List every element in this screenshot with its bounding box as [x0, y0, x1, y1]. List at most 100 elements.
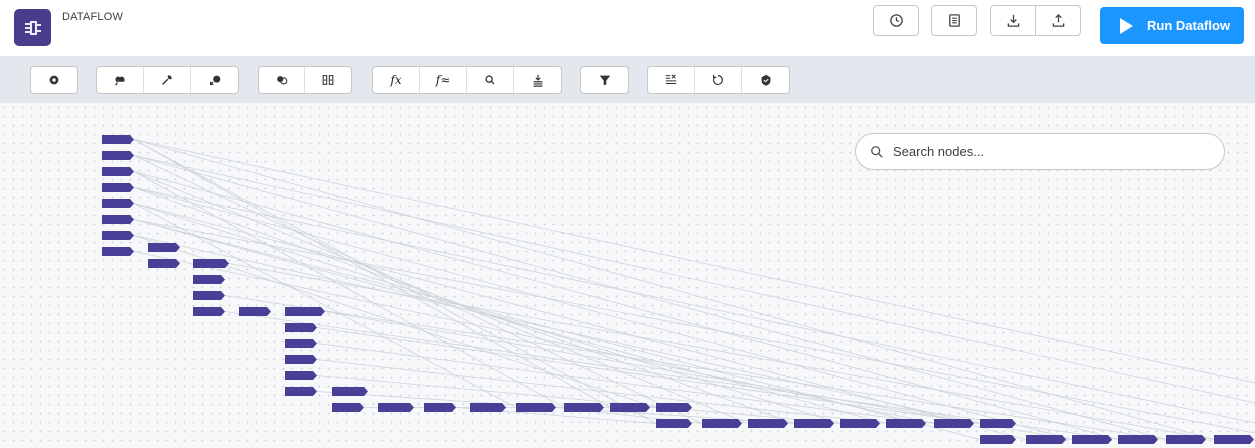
dataflow-node[interactable] [193, 259, 229, 268]
edge-line [133, 171, 565, 408]
dataflow-node[interactable] [840, 419, 880, 428]
dataflow-node[interactable] [748, 419, 788, 428]
dataflow-node[interactable] [610, 403, 650, 412]
search-icon [871, 145, 883, 158]
history-icon [889, 14, 903, 27]
edge-line [133, 203, 841, 424]
dataflow-node[interactable] [1026, 435, 1066, 444]
dataflow-node[interactable] [102, 167, 134, 176]
dataflow-node[interactable] [656, 419, 692, 428]
append-icon [276, 76, 287, 85]
dataflow-node[interactable] [980, 419, 1016, 428]
dataflow-node[interactable] [424, 403, 456, 412]
notes-button[interactable] [931, 5, 977, 36]
dataflow-node[interactable] [193, 275, 225, 284]
toolbar-group-2 [96, 66, 239, 94]
cloud-digest-icon [115, 76, 125, 86]
append-button[interactable] [259, 67, 305, 93]
sfdc-digest-button[interactable] [97, 67, 144, 93]
flatten-button[interactable] [514, 67, 561, 93]
dataflow-node[interactable] [285, 323, 317, 332]
edge-line [133, 155, 1255, 404]
run-dataflow-label: Run Dataflow [1147, 18, 1231, 33]
edge-line [224, 311, 1119, 440]
upload-icon [1052, 13, 1064, 27]
dataflow-node[interactable] [102, 247, 134, 256]
dataflow-node[interactable] [1214, 435, 1254, 444]
edge-line [133, 203, 1027, 440]
magnify-icon [485, 75, 495, 85]
search-nodes-input[interactable] [893, 144, 1193, 159]
digest-button[interactable] [144, 67, 191, 93]
app-title: DATAFLOW [62, 11, 124, 23]
dataflow-node[interactable] [285, 307, 325, 316]
dataflow-node[interactable] [102, 183, 134, 192]
dataflow-node[interactable] [193, 291, 225, 300]
toolbar-group-4: fx f≈ [372, 66, 562, 94]
register-button[interactable] [742, 67, 789, 93]
dataflow-node[interactable] [702, 419, 742, 428]
dataflow-node[interactable] [470, 403, 506, 412]
notes-icon [948, 14, 960, 27]
edge-line [133, 139, 1215, 440]
dataflow-node[interactable] [516, 403, 556, 412]
dataflow-node[interactable] [1166, 435, 1206, 444]
compute-expression-button[interactable]: fx [373, 67, 420, 93]
dataflow-node[interactable] [102, 215, 134, 224]
update-button[interactable] [695, 67, 742, 93]
dataflow-node[interactable] [378, 403, 414, 412]
dataflow-node[interactable] [285, 387, 317, 396]
dataflow-node[interactable] [332, 387, 368, 396]
dataflow-node[interactable] [148, 259, 180, 268]
dataflow-node[interactable] [1072, 435, 1112, 444]
dataflow-node[interactable] [148, 243, 180, 252]
dataflow-node[interactable] [886, 419, 926, 428]
dataflow-node[interactable] [980, 435, 1016, 444]
filter-icon [599, 75, 610, 86]
run-dataflow-button[interactable]: Run Dataflow [1100, 7, 1244, 44]
dataflow-node[interactable] [193, 307, 225, 316]
dataflow-node[interactable] [102, 199, 134, 208]
slice-dataset-button[interactable] [648, 67, 695, 93]
edge-line [133, 219, 887, 424]
compute-relative-button[interactable]: f≈ [420, 67, 467, 93]
edge-line [316, 375, 841, 424]
dataflow-node[interactable] [794, 419, 834, 428]
gear-icon [49, 75, 59, 85]
upload-button[interactable] [1035, 5, 1081, 36]
digest-icon [162, 75, 172, 85]
dataflow-node[interactable] [239, 307, 271, 316]
edge-line [133, 139, 1255, 384]
download-button[interactable] [990, 5, 1036, 36]
toolbar-group-5 [580, 66, 629, 94]
dataflow-node[interactable] [102, 231, 134, 240]
dataflow-node[interactable] [934, 419, 974, 428]
augment-button[interactable] [305, 67, 351, 93]
dataflow-node[interactable] [285, 339, 317, 348]
augment-icon [322, 75, 334, 85]
dataflow-node[interactable] [1118, 435, 1158, 444]
edge-line [133, 171, 1119, 440]
toolbar-group-6 [647, 66, 790, 94]
edge-line [316, 359, 887, 424]
dataflow-node[interactable] [102, 135, 134, 144]
dataflow-node[interactable] [102, 151, 134, 160]
shield-icon [761, 74, 770, 86]
edge-line [228, 263, 1215, 440]
dataflow-canvas[interactable] [0, 103, 1255, 448]
flatten-icon [533, 74, 542, 87]
dataflow-node[interactable] [564, 403, 604, 412]
edge-line [316, 327, 981, 424]
settings-button[interactable] [31, 67, 77, 93]
dataflow-node[interactable] [332, 403, 364, 412]
dataflow-node[interactable] [285, 355, 317, 364]
dataflow-node[interactable] [285, 371, 317, 380]
dim-to-mea-button[interactable] [467, 67, 514, 93]
filter-button[interactable] [581, 67, 628, 93]
edge-line [324, 311, 1073, 440]
header: DATAFLOW Run Dataflow [0, 0, 1255, 50]
edge-line [316, 343, 935, 424]
dataflow-node[interactable] [656, 403, 692, 412]
edgemart-button[interactable] [191, 67, 238, 93]
history-button[interactable] [873, 5, 919, 36]
